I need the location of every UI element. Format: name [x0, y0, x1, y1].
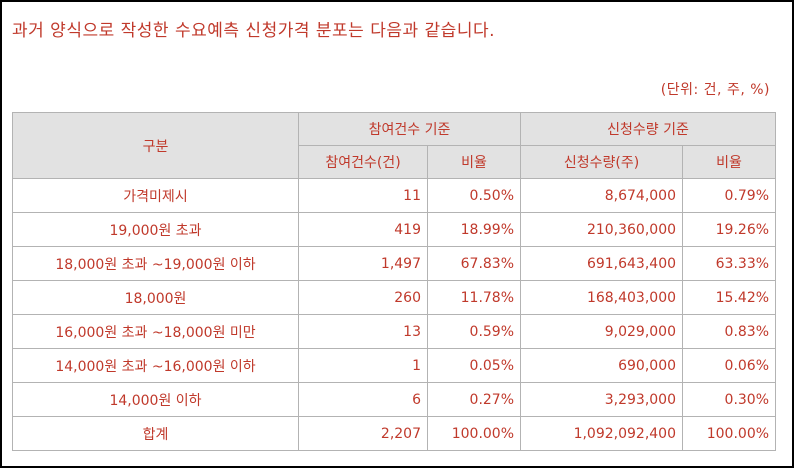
- row-quantity-ratio: 15.42%: [682, 280, 777, 315]
- row-count-ratio: 0.05%: [426, 348, 522, 383]
- row-quantity-ratio: 0.83%: [682, 314, 777, 349]
- total-quantity-ratio: 100.00%: [682, 416, 777, 451]
- unit-note: (단위: 건, 주, %): [660, 82, 770, 98]
- table-row: 14,000원 이하 6 0.27% 3,293,000 0.30%: [12, 382, 777, 417]
- row-label: 가격미제시: [12, 178, 299, 213]
- row-quantity: 690,000: [520, 348, 684, 383]
- row-count-ratio: 11.78%: [426, 280, 522, 315]
- header-quantity-group: 신청수량 기준: [520, 112, 777, 146]
- row-count: 11: [298, 178, 428, 213]
- row-count: 6: [298, 382, 428, 417]
- row-count: 1: [298, 348, 428, 383]
- document-heading: 과거 양식으로 작성한 수요예측 신청가격 분포는 다음과 같습니다.: [12, 21, 496, 41]
- row-quantity-ratio: 0.30%: [682, 382, 777, 417]
- table-row: 19,000원 초과 419 18.99% 210,360,000 19.26%: [12, 212, 777, 247]
- row-quantity: 3,293,000: [520, 382, 684, 417]
- row-quantity: 691,643,400: [520, 246, 684, 281]
- row-label: 18,000원 초과 ~19,000원 이하: [12, 246, 299, 281]
- table-row: 18,000원 260 11.78% 168,403,000 15.42%: [12, 280, 777, 315]
- table-row: 18,000원 초과 ~19,000원 이하 1,497 67.83% 691,…: [12, 246, 777, 281]
- row-label: 16,000원 초과 ~18,000원 미만: [12, 314, 299, 349]
- total-count-ratio: 100.00%: [426, 416, 522, 451]
- row-count-ratio: 0.27%: [426, 382, 522, 417]
- row-count-ratio: 67.83%: [426, 246, 522, 281]
- price-distribution-table: 구분 참여건수 기준 신청수량 기준 참여건수(건) 비율 신청수량(주) 비율…: [12, 112, 777, 451]
- row-count-ratio: 0.59%: [426, 314, 522, 349]
- row-label: 18,000원: [12, 280, 299, 315]
- total-label: 합계: [12, 416, 299, 451]
- row-label: 14,000원 초과 ~16,000원 이하: [12, 348, 299, 383]
- table-row: 14,000원 초과 ~16,000원 이하 1 0.05% 690,000 0…: [12, 348, 777, 383]
- row-count: 13: [298, 314, 428, 349]
- row-quantity-ratio: 19.26%: [682, 212, 777, 247]
- table-row: 16,000원 초과 ~18,000원 미만 13 0.59% 9,029,00…: [12, 314, 777, 349]
- row-quantity-ratio: 63.33%: [682, 246, 777, 281]
- row-count: 419: [298, 212, 428, 247]
- row-count-ratio: 18.99%: [426, 212, 522, 247]
- header-participants-ratio: 비율: [426, 145, 522, 179]
- row-quantity: 8,674,000: [520, 178, 684, 213]
- header-participants-group: 참여건수 기준: [297, 112, 522, 146]
- header-category: 구분: [12, 112, 299, 179]
- row-quantity: 210,360,000: [520, 212, 684, 247]
- header-participants-count: 참여건수(건): [298, 145, 428, 179]
- row-label: 14,000원 이하: [12, 382, 299, 417]
- row-quantity-ratio: 0.06%: [682, 348, 777, 383]
- row-quantity-ratio: 0.79%: [682, 178, 777, 213]
- header-quantity-ratio: 비율: [682, 145, 777, 179]
- row-label: 19,000원 초과: [12, 212, 299, 247]
- row-count: 1,497: [298, 246, 428, 281]
- total-quantity: 1,092,092,400: [520, 416, 684, 451]
- row-quantity: 168,403,000: [520, 280, 684, 315]
- row-count: 260: [298, 280, 428, 315]
- table-row-total: 합계 2,207 100.00% 1,092,092,400 100.00%: [12, 416, 777, 451]
- table-row: 가격미제시 11 0.50% 8,674,000 0.79%: [12, 178, 777, 213]
- row-count-ratio: 0.50%: [426, 178, 522, 213]
- header-quantity-count: 신청수량(주): [520, 145, 684, 179]
- row-quantity: 9,029,000: [520, 314, 684, 349]
- total-count: 2,207: [298, 416, 428, 451]
